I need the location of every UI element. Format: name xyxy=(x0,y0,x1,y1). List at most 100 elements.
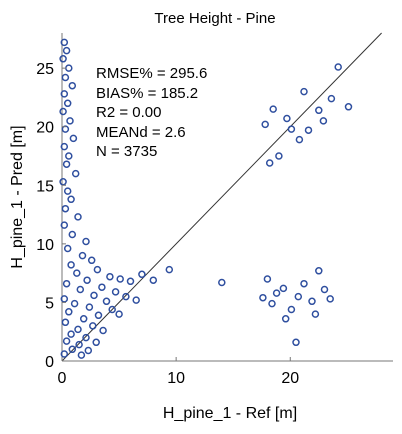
data-point xyxy=(87,256,96,265)
data-point xyxy=(311,310,320,318)
data-point xyxy=(308,297,316,306)
data-point xyxy=(62,46,71,55)
data-point xyxy=(63,187,72,195)
data-point xyxy=(59,178,67,186)
data-point xyxy=(74,325,82,334)
data-point xyxy=(116,275,124,283)
data-point xyxy=(73,269,81,277)
data-point xyxy=(78,251,87,260)
data-point xyxy=(106,272,114,281)
data-point xyxy=(69,134,78,143)
y-tick-label: 25 xyxy=(36,61,54,78)
data-point xyxy=(60,38,69,47)
data-point xyxy=(265,159,274,167)
data-points xyxy=(59,38,353,359)
data-point xyxy=(279,284,288,293)
data-point xyxy=(327,94,336,103)
data-point xyxy=(74,213,82,221)
data-point xyxy=(138,270,146,279)
data-point xyxy=(108,305,116,314)
data-point xyxy=(319,117,328,125)
data-point xyxy=(268,299,276,308)
data-point xyxy=(75,340,83,349)
x-tick-label: 0 xyxy=(58,370,67,387)
stat-bias: BIAS% = 185.2 xyxy=(96,85,198,102)
data-point xyxy=(60,221,69,229)
data-point xyxy=(292,338,300,347)
data-point xyxy=(65,308,73,316)
y-tick-label: 5 xyxy=(45,295,54,312)
data-point xyxy=(99,326,107,335)
data-point xyxy=(77,351,86,359)
x-axis-label: H_pine_1 - Ref [m] xyxy=(163,405,297,422)
data-point xyxy=(67,195,75,204)
y-tick-label: 15 xyxy=(36,178,54,195)
x-tick-label: 20 xyxy=(281,370,299,387)
data-point xyxy=(83,276,91,284)
data-point xyxy=(218,278,226,287)
data-point xyxy=(275,152,283,160)
y-tick-label: 10 xyxy=(36,237,54,254)
stat-n: N = 3735 xyxy=(96,143,157,160)
data-point xyxy=(65,152,73,160)
data-point xyxy=(281,315,290,323)
stat-rmse: RMSE% = 295.6 xyxy=(96,65,207,82)
data-point xyxy=(263,275,272,283)
data-point xyxy=(61,204,70,213)
data-point xyxy=(82,333,90,342)
y-ticks: 0 5 10 15 20 25 xyxy=(36,61,66,371)
data-point xyxy=(122,292,130,301)
data-point xyxy=(269,105,277,113)
data-point xyxy=(61,125,70,133)
data-point xyxy=(295,135,304,144)
data-point xyxy=(149,276,158,284)
chart-title: Tree Height - Pine xyxy=(154,10,275,27)
data-point xyxy=(60,350,69,358)
data-point xyxy=(68,230,77,239)
data-point xyxy=(115,310,123,318)
data-point xyxy=(334,63,342,71)
data-point xyxy=(126,277,135,286)
data-point xyxy=(82,237,90,246)
data-point xyxy=(294,292,303,301)
data-point xyxy=(304,126,313,134)
y-axis-label: H_pine_1 - Pred [m] xyxy=(9,125,26,268)
data-point xyxy=(62,279,71,288)
data-point xyxy=(261,120,269,129)
data-point xyxy=(300,279,308,288)
data-point xyxy=(283,114,291,123)
data-point xyxy=(60,142,69,151)
data-point xyxy=(84,346,93,355)
data-point xyxy=(68,81,77,90)
data-point xyxy=(320,285,329,294)
data-point xyxy=(63,99,72,108)
data-point xyxy=(259,293,267,302)
data-point xyxy=(67,330,75,338)
y-tick-label: 0 xyxy=(45,354,54,371)
data-point xyxy=(62,337,71,345)
data-point xyxy=(60,295,69,303)
data-point xyxy=(287,305,296,314)
data-point xyxy=(60,90,69,98)
one-to-one-line xyxy=(61,32,382,362)
data-point xyxy=(67,261,75,269)
plot-area: 0 10 20 0 5 10 15 20 25 xyxy=(36,32,393,387)
data-point xyxy=(90,291,98,300)
data-point xyxy=(93,265,102,274)
data-point xyxy=(65,64,73,72)
data-point xyxy=(63,244,72,253)
data-point xyxy=(165,265,174,274)
data-point xyxy=(66,117,74,125)
data-point xyxy=(70,299,79,308)
y-tick-label: 20 xyxy=(36,120,54,137)
data-point xyxy=(79,315,88,323)
data-point xyxy=(315,106,323,115)
data-point xyxy=(62,160,71,168)
data-point xyxy=(94,311,103,320)
data-point xyxy=(85,303,94,311)
data-point xyxy=(59,55,67,63)
stat-r2: R2 = 0.00 xyxy=(96,104,161,121)
data-point xyxy=(59,107,67,116)
data-point xyxy=(132,296,140,304)
